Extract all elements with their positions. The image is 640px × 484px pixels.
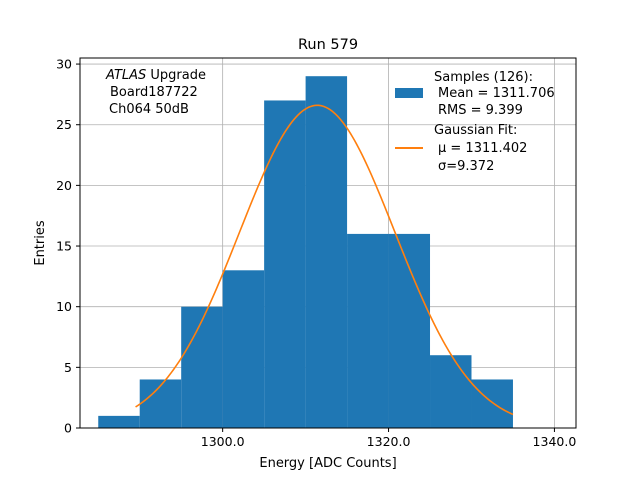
- annotation-line-3: Ch064 50dB: [109, 102, 189, 117]
- annotation-line-2: Board187722: [110, 85, 198, 100]
- gaussian-fit-curve: [135, 104, 514, 416]
- histogram-bar: [305, 76, 348, 429]
- legend-histogram-swatch: [395, 88, 423, 98]
- histogram-bar: [388, 233, 431, 428]
- histogram-bar: [264, 100, 306, 428]
- histogram-bar: [471, 379, 513, 428]
- histogram-bar: [222, 270, 265, 428]
- histogram-bar: [139, 379, 182, 428]
- annotation-line-1: ATLAS Upgrade: [105, 68, 206, 83]
- histogram-bar: [98, 415, 140, 428]
- y-axis-ticks: 0 5 10 15 20 25 30: [56, 57, 80, 436]
- y-tick-label: 25: [56, 117, 72, 132]
- legend-fit-sigma: σ=9.372: [438, 159, 494, 174]
- x-tick-label: 1300.0: [201, 434, 245, 449]
- chart-title: Run 579: [298, 37, 358, 53]
- annotation-atlas: ATLAS: [105, 68, 146, 83]
- y-tick-label: 20: [56, 178, 72, 193]
- y-tick-label: 5: [64, 360, 72, 375]
- legend-histogram-mean: Mean = 1311.706: [438, 86, 555, 101]
- x-axis-ticks: 1300.0 1320.0 1340.0: [201, 428, 577, 449]
- y-tick-label: 15: [56, 239, 72, 254]
- legend-histogram-name: Samples (126):: [434, 70, 533, 85]
- legend: Samples (126): Mean = 1311.706 RMS = 9.3…: [395, 70, 555, 174]
- y-tick-label: 0: [64, 421, 72, 436]
- y-axis-label: Entries: [33, 220, 48, 266]
- legend-fit-mu: μ = 1311.402: [438, 141, 527, 156]
- histogram-bars: [98, 76, 513, 429]
- atlas-annotation: ATLAS Upgrade Board187722 Ch064 50dB: [105, 68, 206, 117]
- y-tick-label: 30: [56, 57, 72, 72]
- y-tick-label: 10: [56, 299, 72, 314]
- legend-fit-name: Gaussian Fit:: [434, 123, 517, 138]
- x-tick-label: 1320.0: [367, 434, 411, 449]
- annotation-upgrade: Upgrade: [146, 68, 206, 83]
- x-axis-label: Energy [ADC Counts]: [259, 456, 396, 471]
- histogram-bar: [430, 355, 472, 428]
- histogram-bar: [181, 306, 223, 428]
- plot-frame: [79, 57, 577, 429]
- x-tick-label: 1340.0: [533, 434, 577, 449]
- histogram-bar: [347, 233, 389, 428]
- legend-histogram-rms: RMS = 9.399: [438, 103, 523, 118]
